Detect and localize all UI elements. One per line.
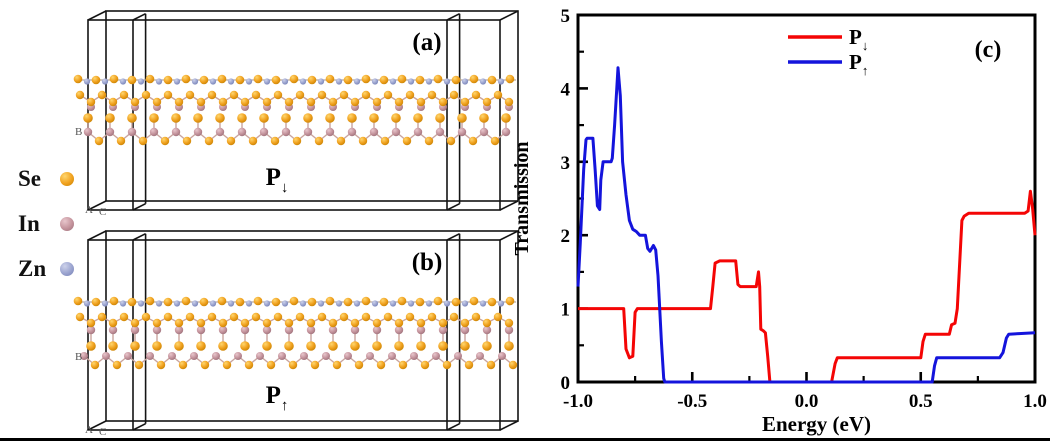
transmission-chart: -1.0 -0.5 0.0 0.5 1.0 0 1 2 3 4 5 Energy (eV) Transm… [511,6,1047,436]
polarization-label-b: P↑ [266,382,289,414]
legend-item-zn: Zn [18,246,108,291]
series-line-p-down [578,189,1037,384]
axis-ticks [576,13,1037,384]
y-tick-label: 3 [561,153,571,174]
x-tick-label: 1.0 [1023,391,1047,412]
panel-label-b: (b) [412,249,443,276]
y-tick-label: 5 [561,6,571,27]
figure-bottom-rule [0,438,1050,441]
x-tick-label: -0.5 [677,391,707,412]
structure-panel-a: (a) P↓ B A C [73,10,519,218]
x-tick-label: 0.0 [795,391,819,412]
legend-label-in: In [18,210,40,236]
plot-frame [576,13,1037,384]
polarization-label-a: P↓ [266,164,289,196]
panel-label-a: (a) [412,29,441,56]
corner-b-label-b: B [75,351,82,363]
x-tick-label: 0.5 [909,391,933,412]
corner-b-label-a: B [75,126,82,138]
corner-c-label-b: C [99,426,106,438]
corner-a-label-b: A [85,424,93,436]
y-axis-title: Transmission [511,141,533,255]
series-line-p-up [576,66,1036,384]
y-tick-label: 1 [561,300,571,321]
y-tick-label: 4 [561,79,571,100]
legend-item-se: Se [18,156,108,201]
chart-legend: P↓P↑ [788,25,868,78]
legend-item-in: In [18,201,108,246]
structure-panels: (a)P↓BA C(b)P↑BA C [73,10,519,438]
corner-a-label-a: A [85,204,93,216]
corner-c-label-a: C [99,206,106,218]
atom-legend: Se In Zn [18,156,108,291]
legend-label-se: Se [18,165,41,191]
structure-panel-b: (b) P↑ B A C [73,230,519,438]
x-tick-label: -1.0 [563,391,593,412]
legend-label-zn: Zn [18,255,47,281]
panel-label-c: (c) [975,37,1002,63]
y-tick-label: 0 [561,373,571,394]
legend-entry-label: P↑ [849,50,868,78]
x-axis-title: Energy (eV) [762,412,871,436]
se-atom-icon [60,171,74,186]
zn-atom-icon [60,261,74,276]
in-atom-icon [60,216,74,231]
atom-layers-a [73,74,516,146]
legend-entry-label: P↓ [849,25,868,53]
y-tick-label: 2 [561,226,571,247]
atom-layers-b [73,296,518,370]
